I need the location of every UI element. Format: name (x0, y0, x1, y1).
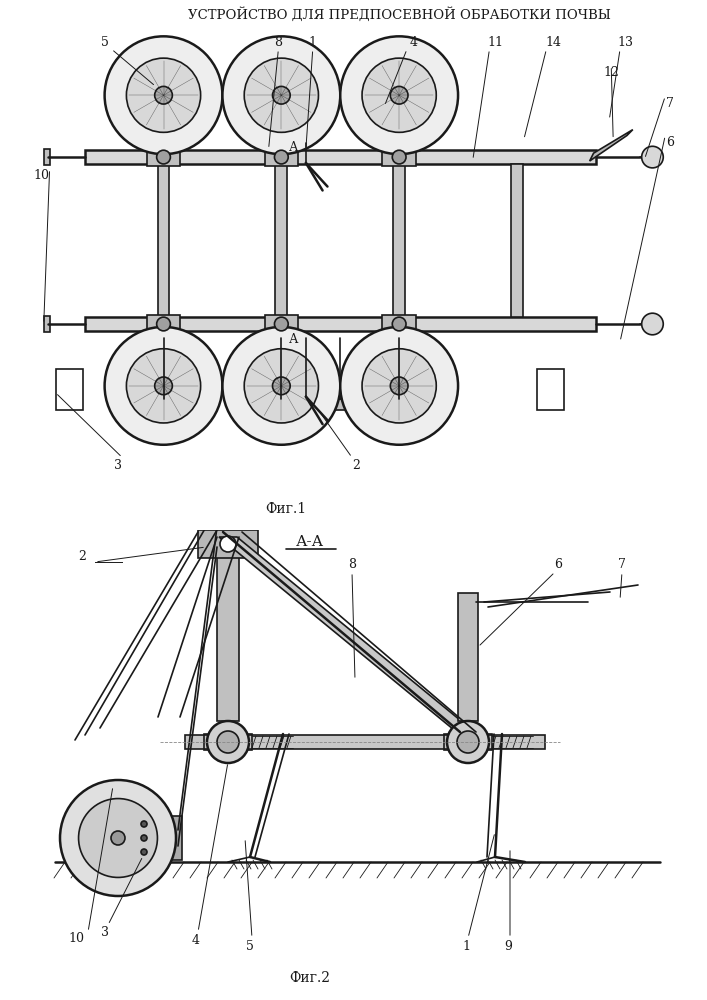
Circle shape (223, 327, 340, 445)
Text: УСТРОЙСТВО ДЛЯ ПРЕДПОСЕВНОЙ ОБРАБОТКИ ПОЧВЫ: УСТРОЙСТВО ДЛЯ ПРЕДПОСЕВНОЙ ОБРАБОТКИ ПО… (188, 7, 611, 22)
Text: 11: 11 (487, 36, 503, 49)
Text: Фиг.1: Фиг.1 (266, 502, 307, 516)
Text: 5: 5 (246, 940, 254, 952)
Circle shape (155, 86, 173, 104)
Circle shape (78, 799, 158, 877)
Bar (44, 316, 49, 332)
Circle shape (362, 349, 436, 423)
Bar (85, 150, 595, 164)
Bar (382, 315, 416, 333)
Circle shape (217, 731, 239, 753)
Bar (458, 593, 478, 721)
Text: 8: 8 (348, 558, 356, 570)
Circle shape (447, 721, 489, 763)
Circle shape (244, 349, 318, 423)
Text: 5: 5 (100, 36, 109, 49)
Circle shape (642, 313, 663, 335)
Circle shape (272, 86, 290, 104)
Circle shape (392, 317, 406, 331)
Bar (44, 149, 49, 165)
Bar (325, 399, 355, 410)
Bar (511, 164, 523, 317)
Circle shape (223, 36, 340, 154)
Text: Фиг.2: Фиг.2 (289, 971, 330, 985)
Circle shape (274, 150, 288, 164)
Polygon shape (590, 130, 633, 161)
Text: 7: 7 (666, 97, 674, 110)
Bar (382, 148, 416, 166)
Circle shape (340, 327, 458, 445)
Bar (393, 164, 405, 317)
Text: 13: 13 (617, 36, 633, 49)
Circle shape (274, 317, 288, 331)
Text: 14: 14 (545, 36, 561, 49)
Text: 6: 6 (554, 558, 562, 570)
Circle shape (157, 317, 170, 331)
Text: 4: 4 (410, 36, 418, 49)
Text: А: А (289, 141, 299, 154)
Circle shape (390, 86, 408, 104)
Bar (264, 148, 298, 166)
Bar (56, 369, 83, 410)
Bar (147, 315, 180, 333)
Circle shape (111, 831, 125, 845)
Circle shape (141, 821, 147, 827)
Bar (276, 164, 287, 317)
Bar (198, 530, 258, 558)
Bar (385, 399, 414, 410)
Circle shape (105, 327, 223, 445)
Circle shape (642, 146, 663, 168)
Polygon shape (219, 537, 477, 734)
Circle shape (362, 58, 436, 132)
Circle shape (155, 377, 173, 395)
Circle shape (392, 150, 406, 164)
Text: А-А: А-А (296, 535, 324, 549)
Circle shape (340, 36, 458, 154)
Circle shape (141, 835, 147, 841)
Bar (148, 399, 178, 410)
Text: 2: 2 (352, 459, 360, 472)
Circle shape (207, 721, 249, 763)
Text: 4: 4 (192, 934, 200, 946)
Text: 10: 10 (34, 169, 49, 182)
Circle shape (60, 780, 176, 896)
Bar (444, 734, 492, 750)
Circle shape (220, 536, 236, 552)
Text: 9: 9 (504, 940, 512, 952)
Bar (168, 816, 182, 860)
Text: 3: 3 (101, 926, 109, 940)
Circle shape (141, 849, 147, 855)
Text: 8: 8 (274, 36, 282, 49)
Text: 1: 1 (462, 940, 470, 952)
Circle shape (272, 377, 290, 395)
Text: А: А (289, 333, 299, 346)
Bar (85, 317, 595, 331)
Bar (158, 164, 170, 317)
Circle shape (244, 58, 318, 132)
Bar (204, 734, 252, 750)
Text: 1: 1 (309, 36, 317, 49)
Text: 7: 7 (618, 558, 626, 570)
Circle shape (127, 349, 201, 423)
Circle shape (390, 377, 408, 395)
Circle shape (105, 36, 223, 154)
Bar (147, 148, 180, 166)
Circle shape (157, 150, 170, 164)
Bar (537, 369, 564, 410)
Text: 6: 6 (666, 136, 674, 149)
Circle shape (127, 58, 201, 132)
Text: 10: 10 (68, 932, 84, 944)
Circle shape (457, 731, 479, 753)
Text: 3: 3 (115, 459, 122, 472)
Bar (264, 315, 298, 333)
Bar (217, 546, 239, 721)
Bar (185, 735, 545, 749)
Bar (267, 399, 296, 410)
Text: 12: 12 (603, 66, 619, 79)
Text: 2: 2 (78, 550, 86, 562)
